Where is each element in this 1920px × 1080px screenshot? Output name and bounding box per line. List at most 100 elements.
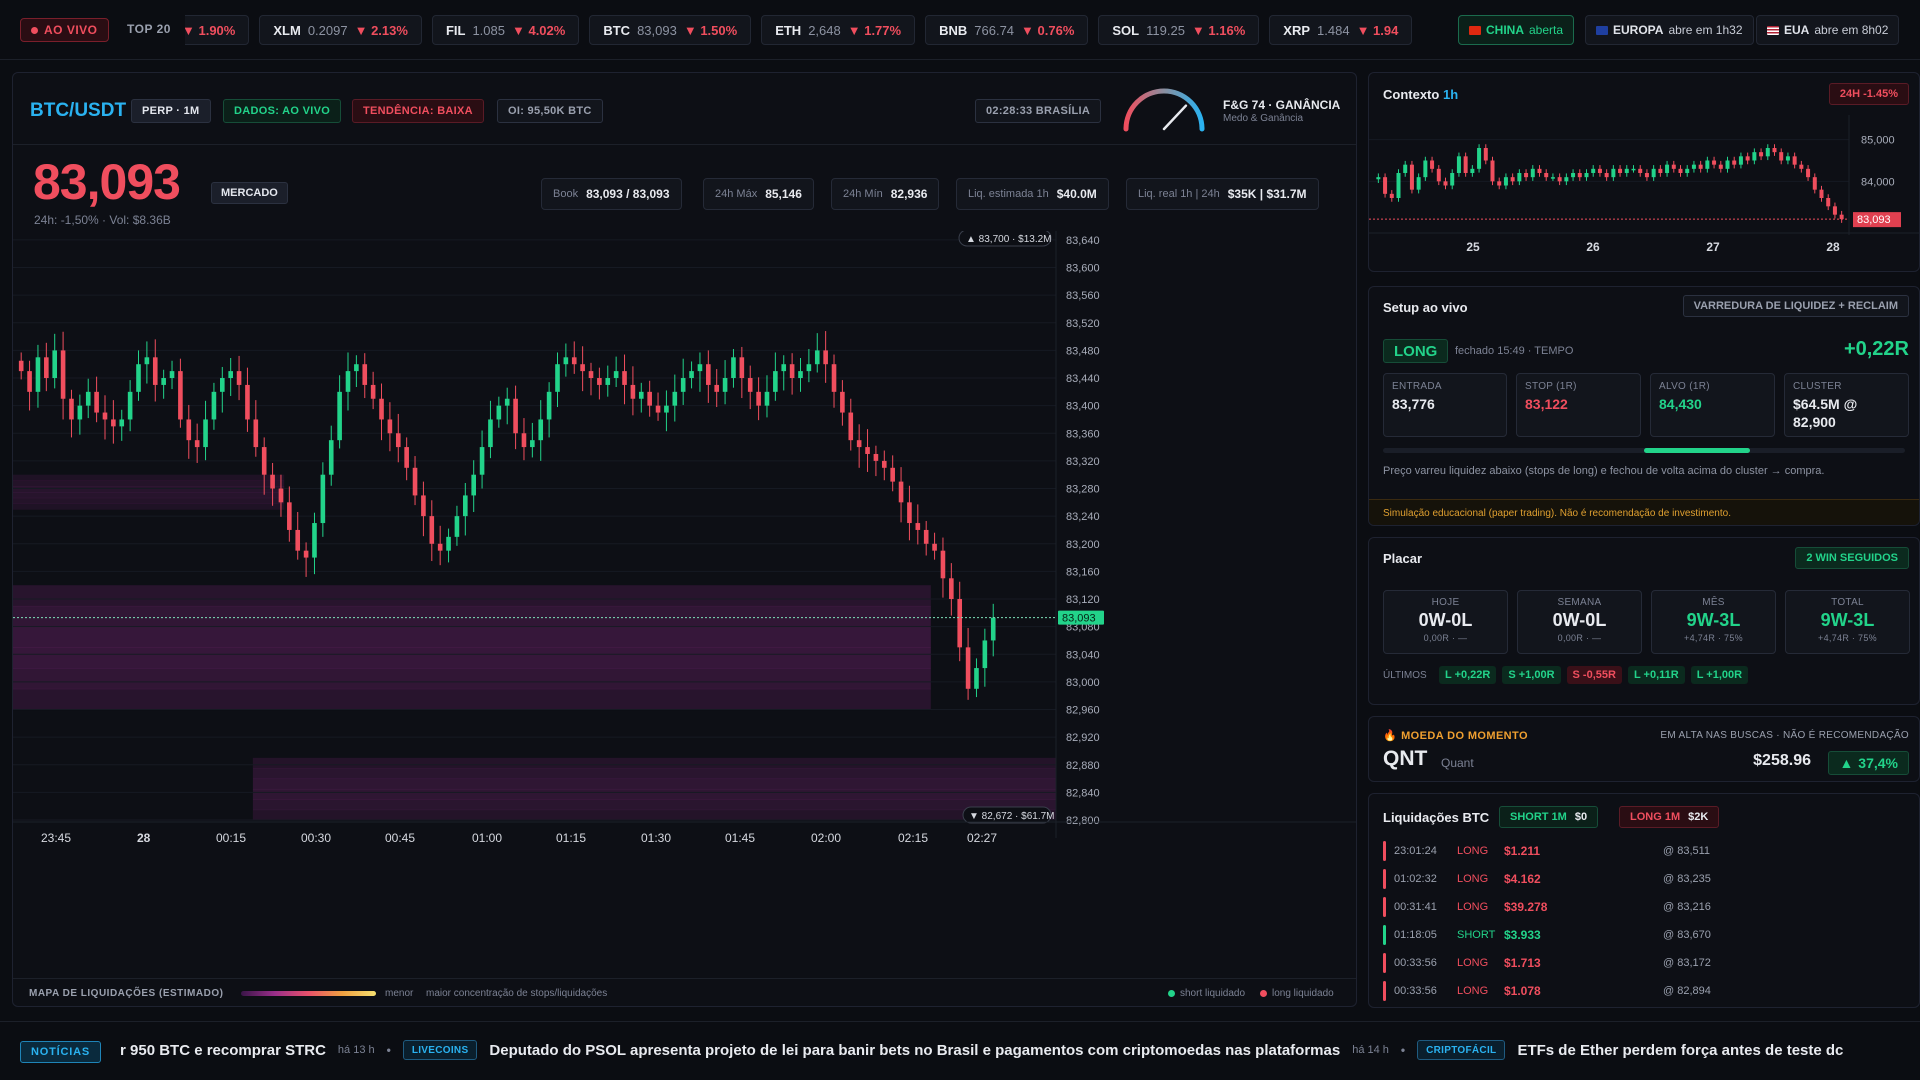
market-china-badge: CHINA aberta [1458,15,1575,45]
candle-down [957,599,963,648]
ticker-item[interactable]: BNB 766.74 ▼ 0.76% [925,15,1089,45]
side-indicator-bar [1383,953,1386,973]
candle-down [245,384,250,420]
ctx-candle-up [1456,156,1461,173]
ctx-candle-up [1477,148,1482,169]
score-box: TOTAL 9W-3L +4,74R · 75% [1785,590,1910,654]
legend-max-label: maior concentração de stops/liquidações [426,988,608,999]
ctx-candle-down [1557,177,1562,182]
fear-greed-title: F&G 74 · GANÂNCIA [1223,98,1341,112]
candle-down [412,467,418,496]
context-title: Contexto 1h [1383,87,1458,102]
news-separator: • [386,1043,391,1057]
liq-price: @ 83,216 [1663,901,1711,913]
top-ticker-bar: AO VIVO TOP 20 ▼ 1.90% XLM 0.2097 ▼ 2.13% FI… [0,0,1920,60]
context-mini-chart[interactable]: 85,000 84,000 83,093 25 26 27 28 [1369,115,1920,272]
candle-up [320,474,326,524]
score-sub: +4,74R · 75% [1818,633,1877,643]
market-status: abre em 8h02 [1814,23,1889,37]
ticker-change-value: 1.77% [864,22,902,38]
context-24h-badge: 24H -1.45% [1828,83,1909,105]
market-order-tag[interactable]: MERCADO [211,182,288,204]
short-1m-badge: SHORT 1M $0 [1499,806,1599,828]
trending-symbol[interactable]: QNT [1383,747,1428,770]
candle-up [563,357,569,365]
ctx-candle-down [1792,156,1797,165]
time-axis-tick: 02:00 [811,831,841,845]
ticker-change: ▼ 1.50% [683,22,738,38]
stat-value: 85,146 [765,187,802,201]
recent-loss-chip: S -0,55R [1566,666,1622,684]
liquidation-heatmap [13,474,1056,821]
ticker-item[interactable]: FIL 1.085 ▼ 4.02% [431,15,580,45]
score-sub: +4,74R · 75% [1684,633,1743,643]
ticker-item[interactable]: XRP 1.484 ▼ 1.94 [1269,15,1413,45]
candle-down [915,523,921,530]
news-ticker: NOTÍCIAS r 950 BTC e recomprar STRC há 13… [0,1021,1920,1080]
price-chart[interactable]: 83,640 83,600 83,560 83,520 83,480 83,440 83,4… [13,231,1357,976]
ticker-item[interactable]: BTC 83,093 ▼ 1.50% [589,15,752,45]
context-panel: Contexto 1h 24H -1.45% 85,000 84,000 83,09… [1368,72,1920,272]
pair-title[interactable]: BTC/USDT [30,100,127,121]
liquidation-row[interactable]: 01:18:05 SHORT $3.933 @ 83,670 [1383,923,1903,947]
score-label: MÊS [1702,597,1725,608]
gauge-needle [1162,104,1188,131]
candle-down [856,440,862,448]
ticker-price: 1.085 [472,22,505,38]
liquidation-row[interactable]: 00:33:56 LONG $1.713 @ 83,172 [1383,951,1903,975]
ctx-candle-down [1712,160,1717,165]
ticker-item[interactable]: ▼ 1.90% [185,15,250,45]
news-headline[interactable]: ETFs de Ether perdem força antes de test… [1517,1041,1844,1059]
market-name: EUA [1784,23,1810,37]
context-timeframe[interactable]: 1h [1442,87,1459,102]
liquidation-row[interactable]: 23:01:24 LONG $1.211 @ 83,511 [1383,839,1903,863]
candle-down [714,384,720,392]
ticker-change-value: 1.16% [1208,22,1246,38]
ctx-candle-up [1376,177,1381,180]
ctx-x-tick: 28 [1826,240,1840,254]
ticker-item[interactable]: SOL 119.25 ▼ 1.16% [1098,15,1260,45]
score-value: 9W-3L [1820,610,1875,630]
candle-down [630,384,636,399]
heatmap-band [13,497,285,504]
ctx-candle-up [1685,168,1690,173]
liquidation-row[interactable]: 00:31:41 LONG $39.278 @ 83,216 [1383,895,1903,919]
stat-value: $40.0M [1056,187,1097,201]
liquidation-row[interactable]: 01:02:32 LONG $4.162 @ 83,235 [1383,867,1903,891]
ticker-item[interactable]: ETH 2,648 ▼ 1.77% [761,15,916,45]
ticker-change: ▼ 0.76% [1021,22,1075,38]
price-axis-tick: 83,440 [1066,373,1100,385]
price-axis-tick: 83,560 [1066,290,1100,302]
ctx-candle-up [1705,160,1710,169]
candle-up [605,378,611,385]
candle-down [94,391,99,413]
ctx-candle-up [1765,148,1770,157]
liquidation-row[interactable]: 00:33:56 LONG $1.078 @ 82,894 [1383,979,1903,1003]
liq-price: @ 83,511 [1663,845,1711,857]
candle-up [119,419,125,427]
setup-level-box: ENTRADA 83,776 [1383,373,1507,437]
price-axis-tick: 83,240 [1066,511,1100,523]
candle-down [706,364,711,385]
long-1m-value: $2K [1688,811,1709,823]
ticker-change-value: 0.76% [1037,22,1075,38]
ticker-item[interactable]: XLM 0.2097 ▼ 2.13% [259,15,422,45]
news-headline[interactable]: r 950 BTC e recomprar STRC [120,1041,326,1059]
news-headline[interactable]: Deputado do PSOL apresenta projeto de le… [489,1041,1341,1059]
ctx-candle-up [1517,173,1522,182]
marker-box [958,231,1052,247]
candle-down [437,543,443,551]
liq-price: @ 83,235 [1663,873,1711,885]
ctx-candle-down [1832,206,1837,215]
timeframe-tag[interactable]: PERP · 1M [131,99,211,123]
time-axis-tick: 00:30 [301,831,331,845]
side-indicator-bar [1383,869,1386,889]
short-1m-label: SHORT 1M [1510,811,1567,823]
candle-down [622,371,627,385]
candle-down [898,481,904,503]
setup-level-label: STOP (1R) [1525,381,1577,392]
heatmap-band [252,799,1056,811]
setup-level-box: CLUSTER $64.5M @ 82,900 [1784,373,1909,437]
setup-level-label: ALVO (1R) [1659,381,1710,392]
candle-down [69,398,74,420]
